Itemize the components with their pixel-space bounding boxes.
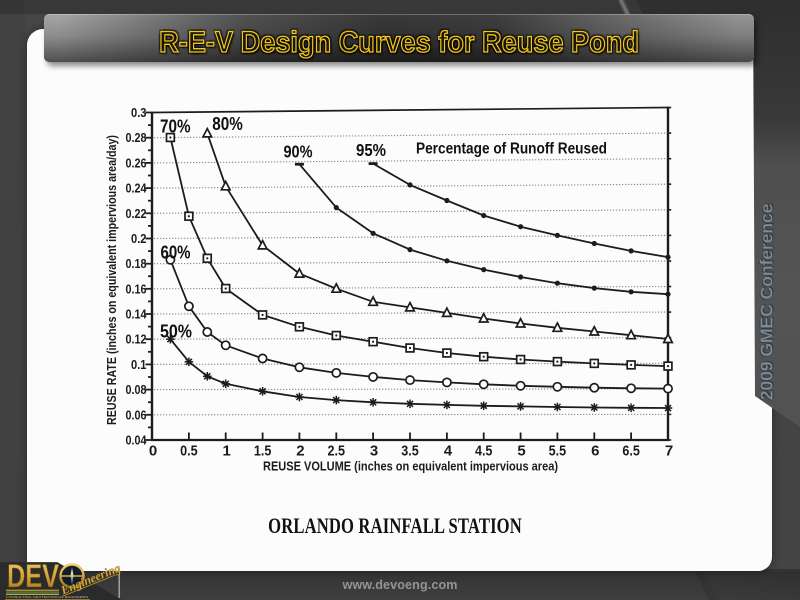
svg-text:60%: 60% [161,243,191,263]
svg-text:0.18: 0.18 [126,257,147,271]
svg-text:REUSE VOLUME (inches on equiva: REUSE VOLUME (inches on equivalent imper… [263,459,558,474]
svg-text:1: 1 [223,443,231,460]
svg-text:0.06: 0.06 [126,408,147,422]
svg-text:0.28: 0.28 [126,131,147,145]
svg-text:70%: 70% [160,115,191,136]
svg-text:0.22: 0.22 [126,207,147,221]
svg-text:0.3: 0.3 [131,106,147,120]
svg-text:4.5: 4.5 [475,443,493,460]
svg-text:0.2: 0.2 [131,232,147,246]
svg-text:80%: 80% [212,113,243,134]
svg-text:0.04: 0.04 [126,434,147,448]
svg-text:2.5: 2.5 [328,443,346,460]
svg-text:0.1: 0.1 [131,358,147,372]
svg-text:CONSULTING GEOTECHNICAL ENGINE: CONSULTING GEOTECHNICAL ENGINEERS [6,595,88,599]
svg-text:4: 4 [444,443,453,460]
svg-text:0: 0 [149,443,157,460]
svg-text:REUSE RATE (inches on equivale: REUSE RATE (inches on equivalent impervi… [104,135,119,425]
svg-text:0.26: 0.26 [126,156,147,170]
svg-text:0.5: 0.5 [180,443,198,460]
svg-text:7: 7 [665,443,673,460]
svg-text:0.12: 0.12 [126,333,147,347]
svg-text:0.24: 0.24 [126,182,147,196]
svg-text:6.5: 6.5 [622,443,640,460]
svg-text:0.08: 0.08 [126,383,147,397]
svg-text:0.14: 0.14 [126,308,147,322]
svg-text:3.5: 3.5 [401,443,419,460]
svg-text:2: 2 [296,443,304,460]
svg-text:0.16: 0.16 [126,282,147,296]
svg-text:95%: 95% [356,140,386,160]
svg-text:DEV: DEV [7,558,60,594]
svg-text:5: 5 [517,443,525,460]
svg-text:5.5: 5.5 [549,443,567,460]
svg-text:3: 3 [370,443,378,460]
svg-text:90%: 90% [284,142,313,162]
svg-text:Percentage of Runoff Reused: Percentage of Runoff Reused [416,141,607,158]
svg-text:50%: 50% [160,322,192,342]
svg-text:1.5: 1.5 [254,443,272,460]
svg-text:6: 6 [591,443,599,460]
